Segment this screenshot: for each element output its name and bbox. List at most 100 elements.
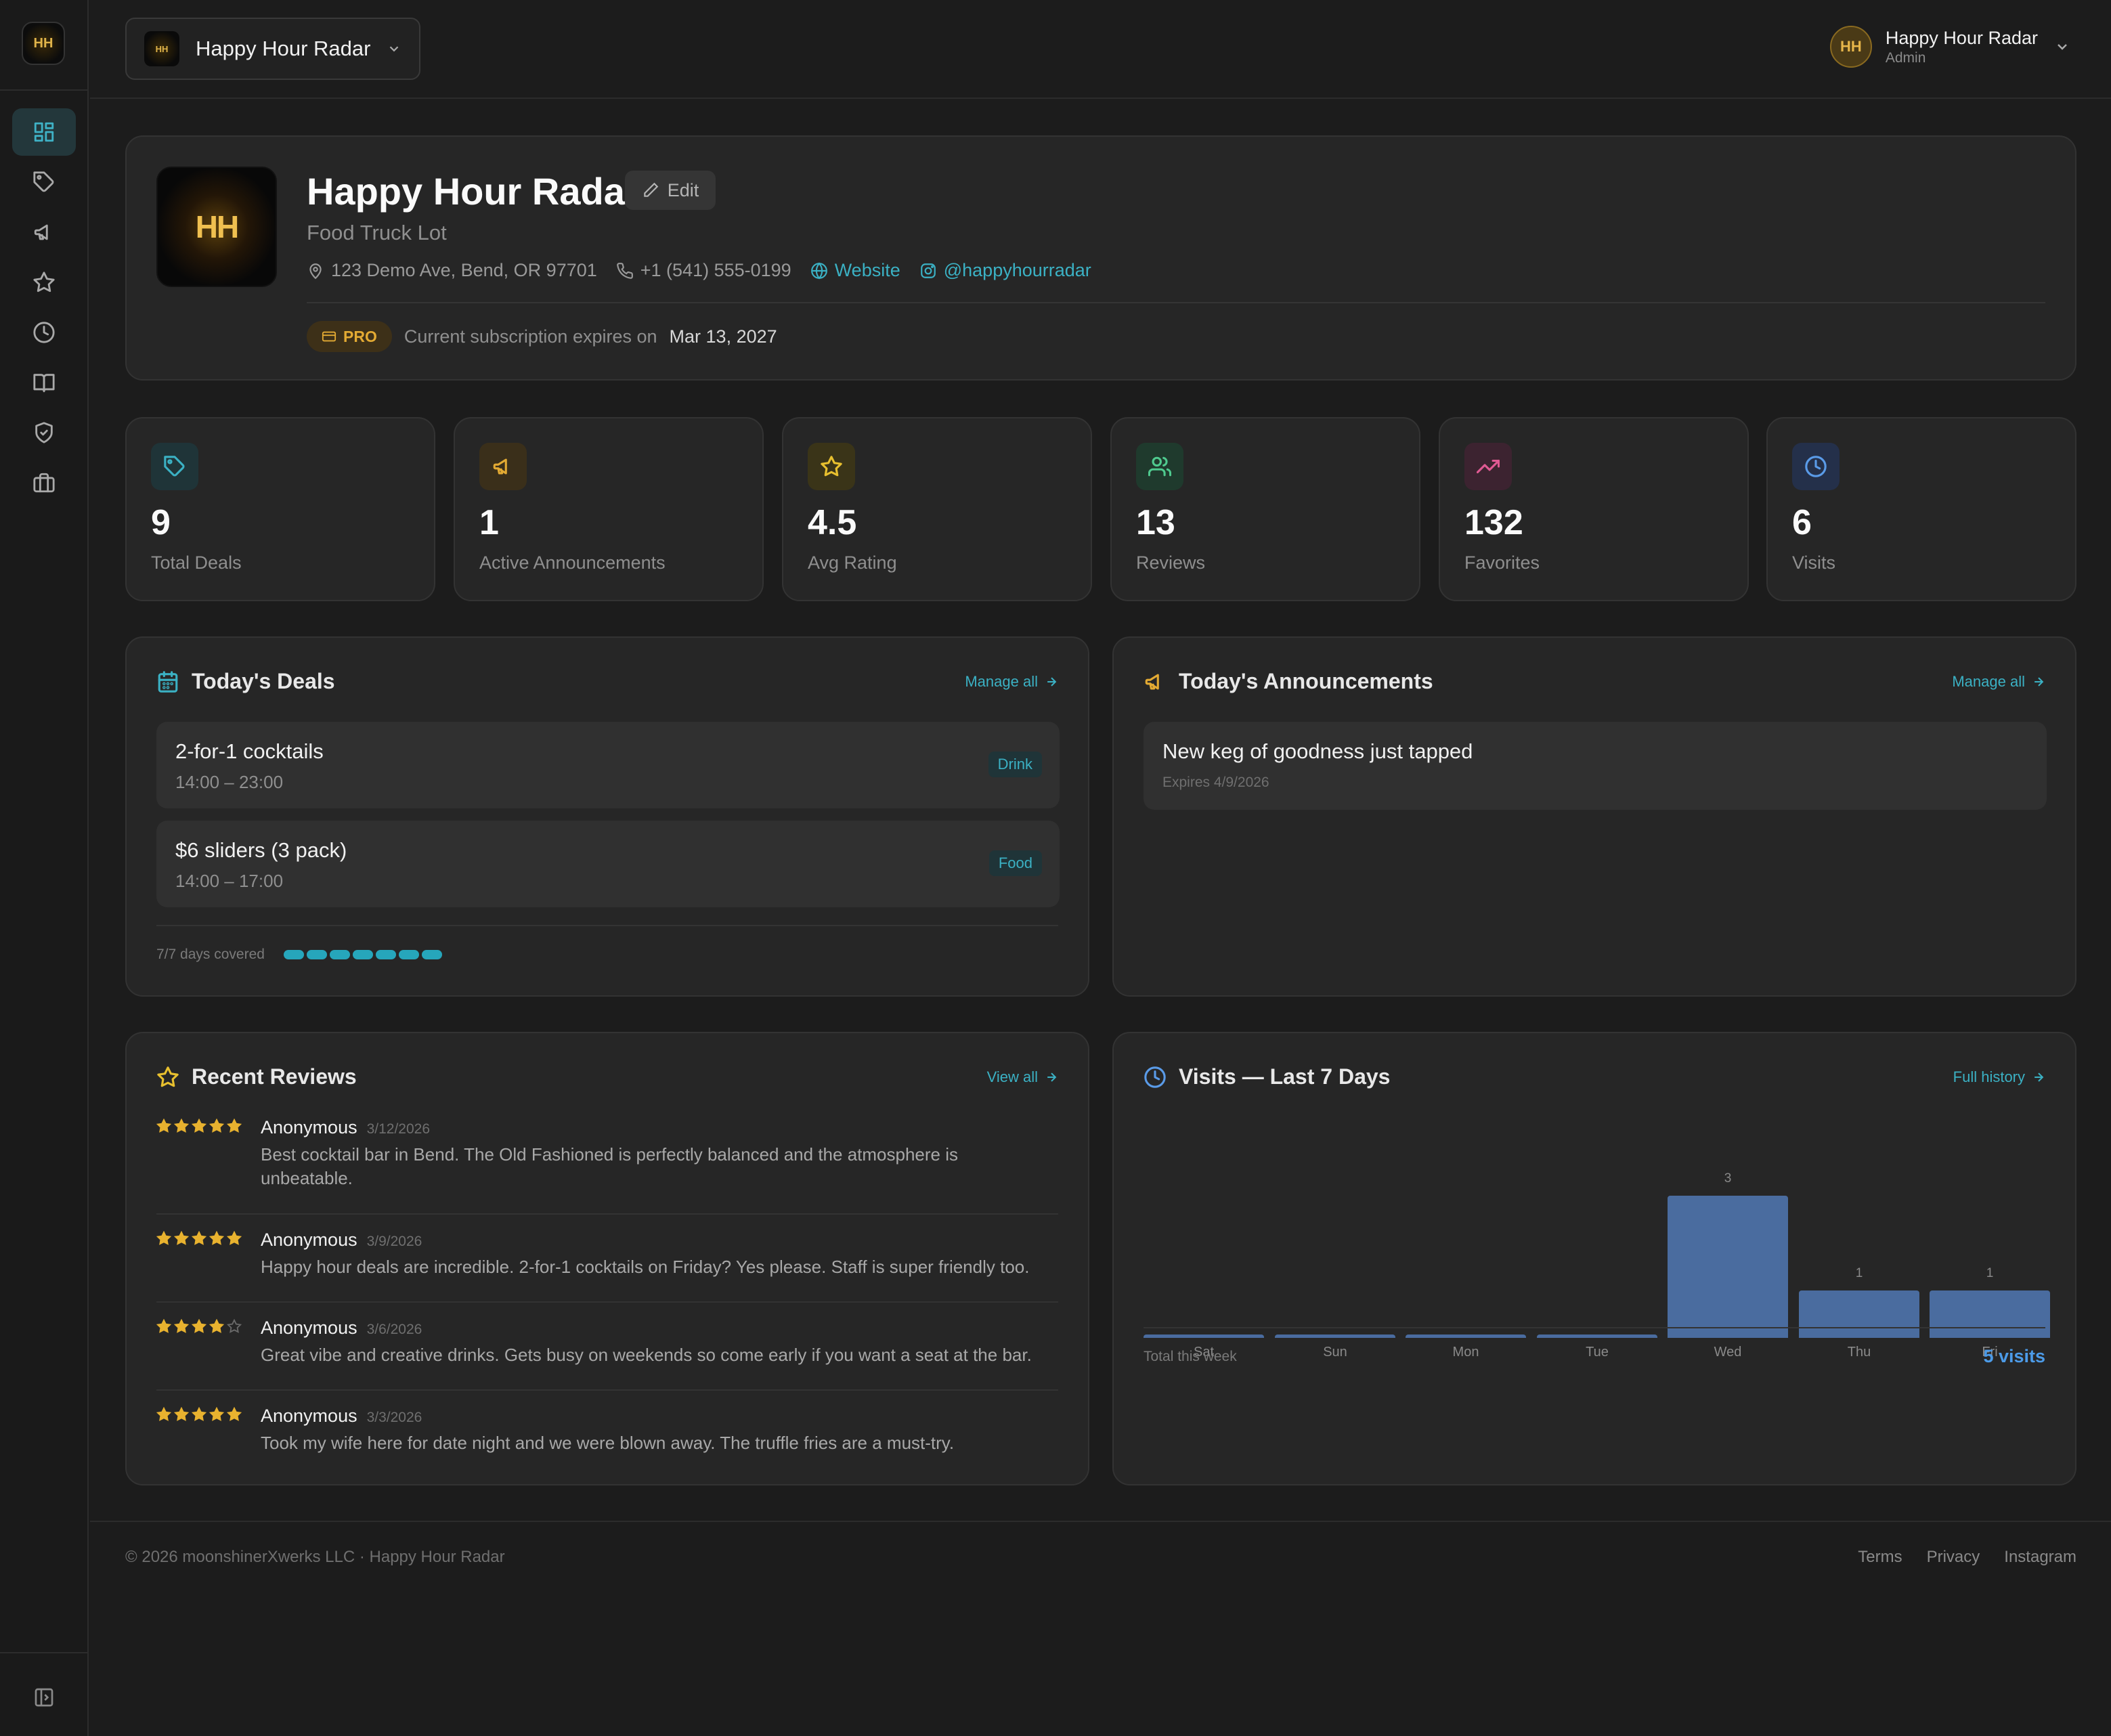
credit-card-icon <box>322 331 336 342</box>
user-info: Happy Hour Radar Admin <box>1886 28 2038 66</box>
chart-bar[interactable] <box>1537 1334 1657 1338</box>
footer-copyright: © 2026 moonshinerXwerks LLC · Happy Hour… <box>125 1548 505 1566</box>
star-rating <box>156 1319 244 1334</box>
stat-card-favorites[interactable]: 132 Favorites <box>1439 417 1749 601</box>
chart-bar[interactable] <box>1799 1290 1919 1338</box>
profile-divider <box>307 302 2045 303</box>
review-divider <box>156 1213 1058 1215</box>
subscription-row: PRO Current subscription expires on Mar … <box>307 321 777 352</box>
trending-up-icon <box>1477 459 1500 474</box>
star-filled-icon <box>156 1407 171 1421</box>
megaphone-icon <box>34 224 48 240</box>
star-filled-icon <box>227 1407 242 1421</box>
announcement-expiry: Expires 4/9/2026 <box>1162 775 1269 790</box>
deal-item[interactable]: 2-for-1 cocktails 14:00 – 23:00 Drink <box>156 722 1060 808</box>
arrow-right-icon <box>2034 677 2044 687</box>
stat-card-total-deals[interactable]: 9 Total Deals <box>125 417 435 601</box>
deal-item[interactable]: $6 sliders (3 pack) 14:00 – 17:00 Food <box>156 821 1060 907</box>
edit-button[interactable]: Edit <box>625 171 716 210</box>
panel-heading: Visits — Last 7 Days <box>1144 1064 1390 1089</box>
sidebar-item-business[interactable] <box>12 459 76 506</box>
deal-name: 2-for-1 cocktails <box>175 739 324 763</box>
deal-time: 14:00 – 17:00 <box>175 871 284 891</box>
bar-value-label: 1 <box>1986 1266 1994 1280</box>
venue-switcher[interactable]: HH Happy Hour Radar <box>125 18 420 80</box>
calendar-icon <box>158 670 178 693</box>
review-date: 3/12/2026 <box>366 1121 431 1137</box>
sidebar-collapse-button[interactable] <box>28 1682 60 1713</box>
manage-announcements-link[interactable]: Manage all <box>1952 673 2045 691</box>
footer-link-privacy[interactable]: Privacy <box>1926 1548 1980 1566</box>
chart-bar[interactable] <box>1275 1334 1395 1338</box>
stat-label: Reviews <box>1136 552 1206 573</box>
stat-card-announcements[interactable]: 1 Active Announcements <box>454 417 764 601</box>
chart-bar[interactable] <box>1668 1196 1788 1338</box>
manage-deals-link[interactable]: Manage all <box>965 673 1058 691</box>
sidebar-item-history[interactable] <box>12 309 76 356</box>
clock-icon <box>1144 1066 1166 1088</box>
deal-name: $6 sliders (3 pack) <box>175 838 347 862</box>
chart-bar[interactable] <box>1144 1334 1264 1338</box>
star-filled-icon <box>156 1231 171 1245</box>
clock-icon <box>1805 456 1827 477</box>
stat-card-avg-rating[interactable]: 4.5 Avg Rating <box>782 417 1092 601</box>
star-rating <box>156 1119 244 1133</box>
x-tick-label: Sat <box>1193 1345 1215 1360</box>
stat-label: Avg Rating <box>808 552 897 573</box>
review-text: Took my wife here for date night and we … <box>261 1433 955 1453</box>
view-all-reviews-link[interactable]: View all <box>987 1068 1058 1086</box>
user-menu[interactable]: HH Happy Hour Radar Admin <box>1829 26 2070 68</box>
coverage-label: 7/7 days covered <box>156 947 265 962</box>
sidebar-item-deals[interactable] <box>12 158 76 206</box>
sidebar-nav <box>12 108 76 509</box>
chevron-down-icon <box>2058 44 2067 50</box>
star-filled-icon <box>192 1407 206 1421</box>
sidebar-item-announcements[interactable] <box>12 209 76 256</box>
review-date: 3/6/2026 <box>366 1322 422 1337</box>
coverage-day-dot <box>306 950 327 959</box>
visits-divider <box>1144 1327 2045 1328</box>
arrow-right-icon <box>1047 1072 1057 1082</box>
review-meta: Anonymous 3/12/2026 <box>261 1117 430 1138</box>
instagram-link[interactable]: @happyhourradar <box>919 260 1091 281</box>
stat-label: Active Announcements <box>479 552 666 573</box>
star-icon <box>157 1066 179 1087</box>
sidebar-item-menu[interactable] <box>12 359 76 406</box>
star-rating <box>156 1231 244 1246</box>
sidebar-item-security[interactable] <box>12 409 76 456</box>
profile-logo-text: HH <box>195 209 239 244</box>
star-filled-icon <box>227 1119 242 1133</box>
star-filled-icon <box>192 1231 206 1245</box>
coverage-indicator <box>283 950 445 959</box>
stat-card-visits[interactable]: 6 Visits <box>1766 417 2076 601</box>
chart-bar[interactable] <box>1406 1334 1526 1338</box>
review-author: Anonymous <box>261 1318 357 1338</box>
sidebar-item-reviews[interactable] <box>12 259 76 306</box>
footer-link-terms[interactable]: Terms <box>1858 1548 1902 1566</box>
coverage-day-dot <box>283 950 304 959</box>
link-label: Full history <box>1953 1068 2025 1085</box>
page-title: Happy Hour Radar <box>307 170 640 213</box>
footer-link-instagram[interactable]: Instagram <box>2004 1548 2076 1566</box>
full-history-link[interactable]: Full history <box>1953 1068 2045 1086</box>
phone-text: +1 (541) 555-0199 <box>640 260 791 280</box>
stat-card-reviews[interactable]: 13 Reviews <box>1110 417 1420 601</box>
stat-value: 9 <box>151 503 171 542</box>
announcement-item[interactable]: New keg of goodness just tapped Expires … <box>1144 722 2047 810</box>
chart-bar[interactable] <box>1930 1290 2050 1338</box>
coverage-day-dot <box>329 950 350 959</box>
panel-title: Today's Announcements <box>1179 669 1433 693</box>
link-label: Manage all <box>965 673 1038 690</box>
sidebar-item-dashboard[interactable] <box>12 108 76 156</box>
star-filled-icon <box>192 1319 206 1333</box>
stat-icon-box <box>808 443 855 490</box>
app-logo[interactable]: HH <box>22 22 65 65</box>
users-icon <box>1148 456 1171 477</box>
website-link[interactable]: Website <box>810 260 900 281</box>
address: 123 Demo Ave, Bend, OR 97701 <box>307 260 597 281</box>
panel-title: Recent Reviews <box>192 1064 357 1089</box>
star-filled-icon <box>174 1231 189 1245</box>
book-icon <box>33 374 55 393</box>
chevron-down-icon <box>390 46 399 52</box>
star-filled-icon <box>174 1319 189 1333</box>
